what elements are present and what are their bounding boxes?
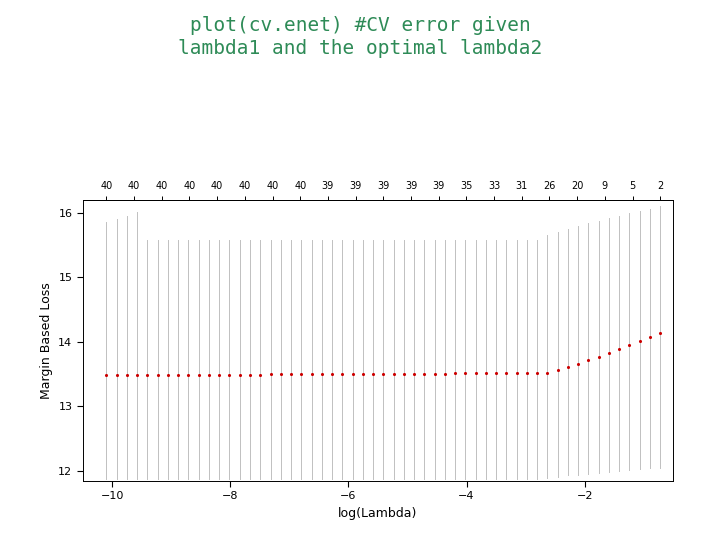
Point bbox=[213, 370, 225, 379]
Point bbox=[265, 370, 276, 379]
Point bbox=[295, 370, 307, 379]
Point bbox=[285, 370, 297, 379]
Point bbox=[593, 352, 604, 361]
Point bbox=[531, 369, 543, 377]
Point bbox=[316, 370, 328, 379]
Point bbox=[521, 369, 533, 377]
Point bbox=[572, 359, 584, 368]
Point bbox=[552, 366, 564, 374]
Point bbox=[418, 369, 430, 378]
Point bbox=[336, 370, 348, 379]
Point bbox=[254, 370, 266, 379]
Point bbox=[142, 371, 153, 380]
Point bbox=[162, 371, 174, 380]
Point bbox=[613, 345, 625, 353]
Point bbox=[470, 369, 482, 377]
Point bbox=[306, 370, 318, 379]
Point bbox=[193, 370, 204, 379]
Point bbox=[111, 371, 122, 380]
Point bbox=[347, 370, 359, 379]
Point bbox=[408, 369, 420, 378]
Point bbox=[511, 369, 523, 377]
Point bbox=[203, 370, 215, 379]
Point bbox=[449, 369, 461, 378]
Point bbox=[388, 369, 400, 378]
Point bbox=[275, 370, 287, 379]
Point bbox=[490, 369, 502, 377]
Point bbox=[654, 328, 666, 337]
Point bbox=[357, 370, 369, 379]
Point bbox=[624, 341, 635, 349]
Point bbox=[459, 369, 471, 378]
Point bbox=[377, 369, 389, 378]
Point bbox=[439, 369, 451, 378]
Point bbox=[634, 337, 645, 346]
Point bbox=[429, 369, 441, 378]
Point bbox=[101, 371, 112, 380]
Point bbox=[562, 362, 574, 371]
Point bbox=[173, 370, 184, 379]
X-axis label: log(Lambda): log(Lambda) bbox=[338, 507, 418, 519]
Point bbox=[152, 371, 163, 380]
Point bbox=[183, 370, 194, 379]
Point bbox=[644, 333, 656, 341]
Point bbox=[121, 371, 132, 380]
Point bbox=[398, 369, 410, 378]
Point bbox=[132, 371, 143, 380]
Point bbox=[224, 370, 235, 379]
Point bbox=[500, 369, 512, 377]
Y-axis label: Margin Based Loss: Margin Based Loss bbox=[40, 282, 53, 399]
Point bbox=[234, 370, 246, 379]
Point bbox=[582, 356, 594, 364]
Point bbox=[244, 370, 256, 379]
Text: plot(cv.enet) #CV error given
lambda1 and the optimal lambda2: plot(cv.enet) #CV error given lambda1 an… bbox=[178, 16, 542, 58]
Point bbox=[367, 369, 379, 378]
Point bbox=[603, 348, 615, 357]
Point bbox=[326, 370, 338, 379]
Point bbox=[480, 369, 492, 377]
Point bbox=[541, 368, 553, 377]
